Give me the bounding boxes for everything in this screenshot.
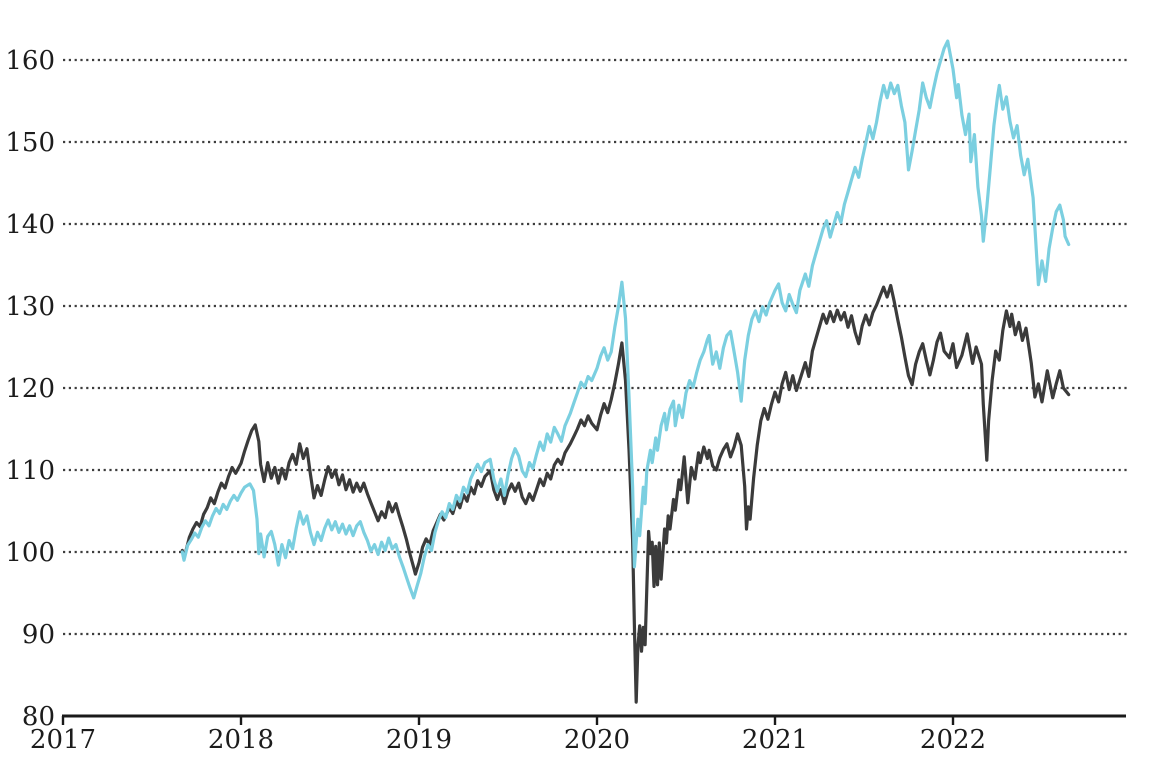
x-axis-tick-label: 2017 <box>30 725 96 755</box>
series-dark-index-line <box>180 283 1071 704</box>
y-axis-tick-label: 160 <box>5 46 55 76</box>
y-axis-tick-label: 150 <box>5 128 55 158</box>
x-axis-labels-group: 2017 2018 2019 2020 2021 2022 <box>30 725 986 755</box>
y-axis-tick-label: 130 <box>5 292 55 322</box>
x-axis-tick-label: 2022 <box>920 725 986 755</box>
y-axis-tick-label: 120 <box>5 374 55 404</box>
y-axis-tick-label: 100 <box>5 538 55 568</box>
series-group <box>180 39 1071 704</box>
x-axis-tick-label: 2019 <box>386 725 452 755</box>
y-axis-tick-label: 90 <box>22 620 55 650</box>
y-axis-tick-label: 140 <box>5 210 55 240</box>
y-axis-tick-label: 80 <box>22 702 55 732</box>
y-axis-labels-group: 80 90 100 110 120 130 140 150 160 <box>5 46 55 732</box>
x-axis-tick-label: 2021 <box>742 725 808 755</box>
x-axis-tick-label: 2018 <box>208 725 274 755</box>
x-axis-tick-label: 2020 <box>564 725 630 755</box>
series-light-blue-index-line <box>180 39 1071 600</box>
x-axis-group <box>61 714 1126 725</box>
y-axis-tick-label: 110 <box>5 456 55 486</box>
